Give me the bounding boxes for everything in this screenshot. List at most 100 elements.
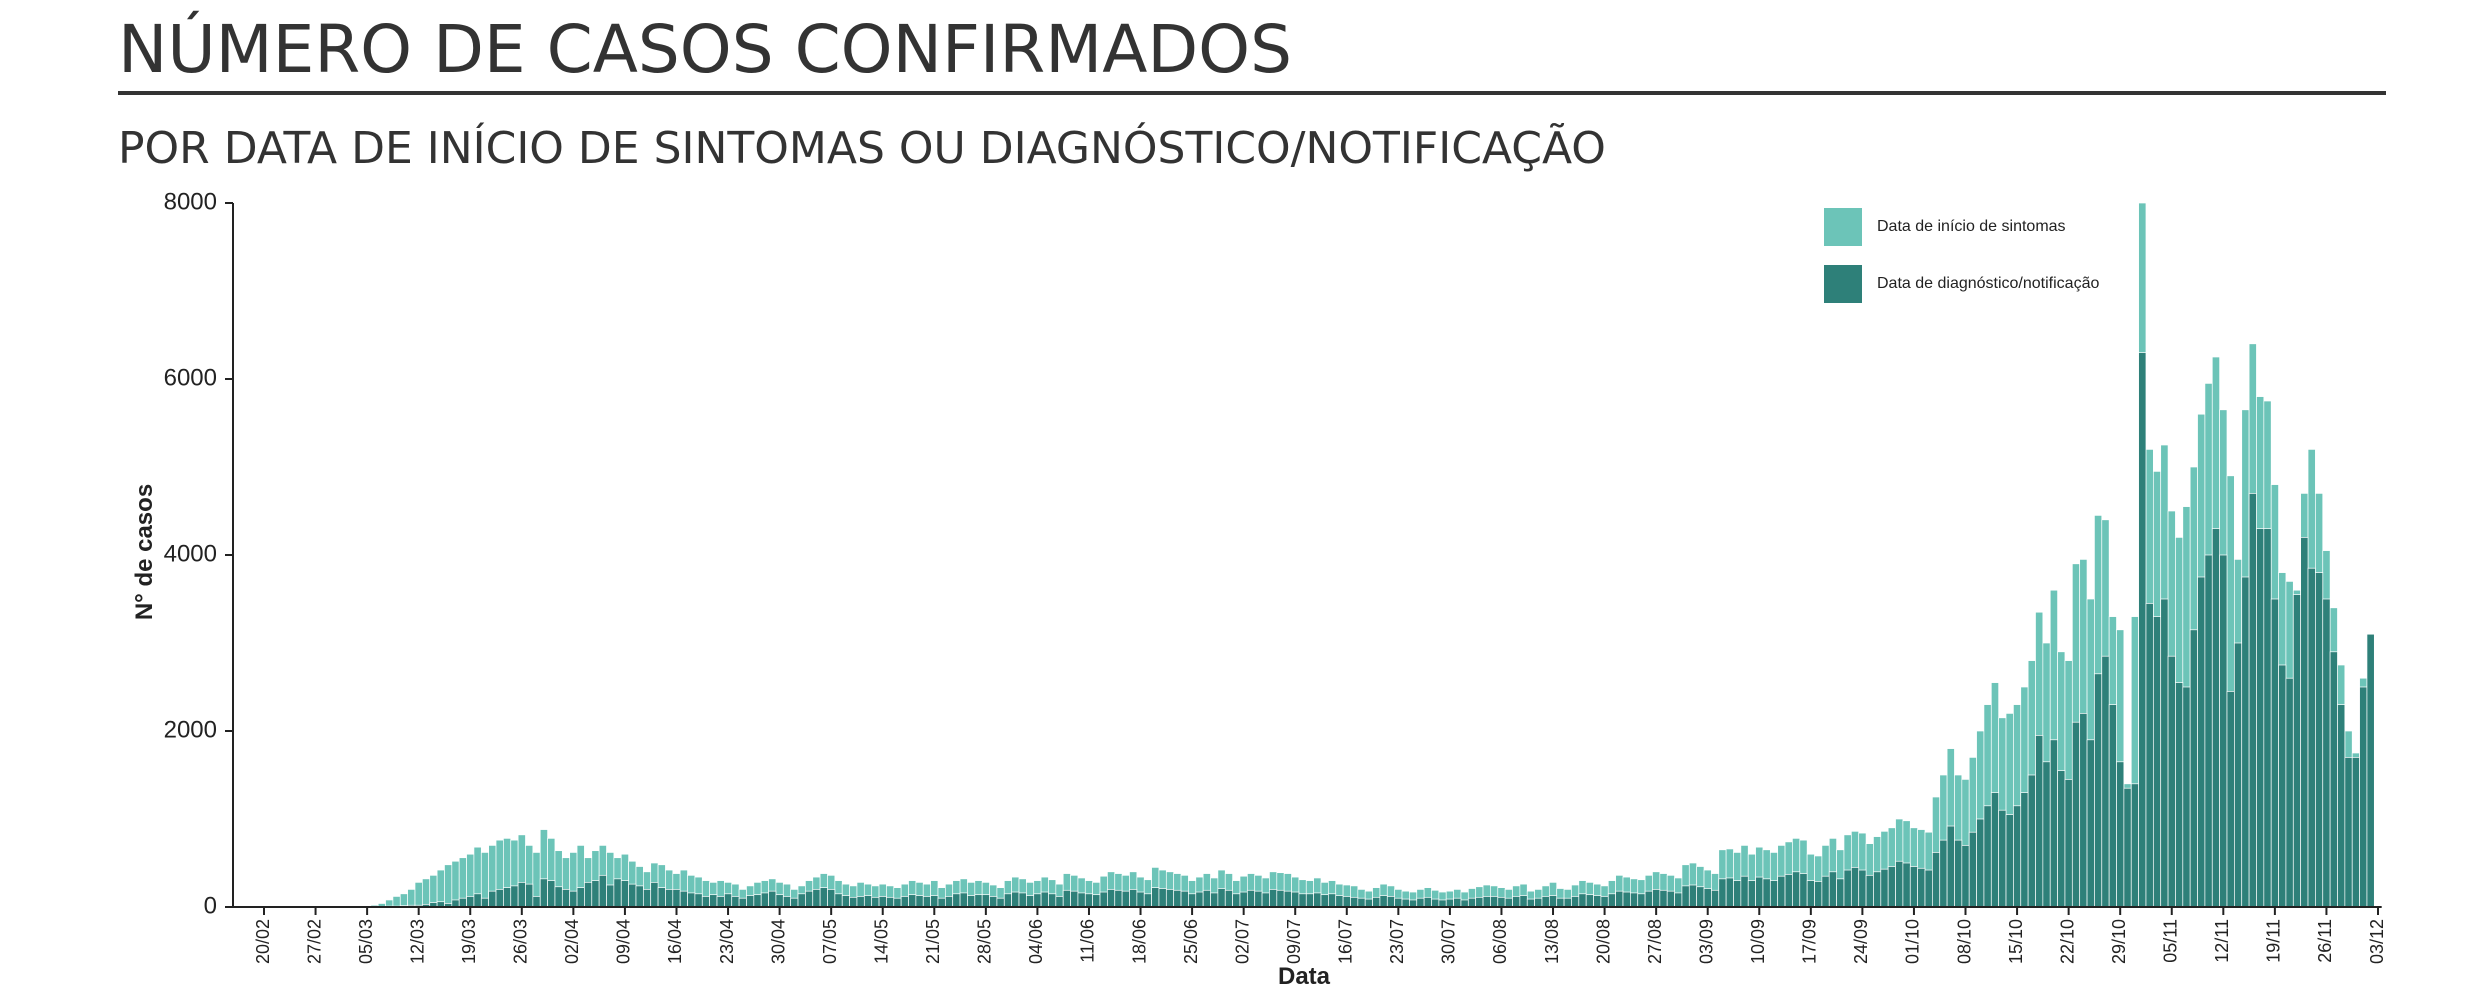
bar xyxy=(584,882,593,908)
x-tick-label: 17/09 xyxy=(1800,919,1820,964)
x-tick-label: 14/05 xyxy=(871,919,891,964)
bar xyxy=(672,889,681,908)
bar xyxy=(930,895,939,908)
x-tick-label: 16/04 xyxy=(665,919,685,964)
bar xyxy=(1836,878,1845,908)
bar xyxy=(2270,598,2279,908)
x-tick-label: 25/06 xyxy=(1181,919,1201,964)
bar xyxy=(1541,896,1550,908)
bar xyxy=(665,889,674,908)
bar xyxy=(1762,878,1771,908)
bar xyxy=(1202,889,1211,908)
bar xyxy=(503,887,512,908)
bar xyxy=(790,897,799,908)
bar xyxy=(554,886,563,908)
bar xyxy=(1961,845,1970,908)
bar xyxy=(1607,893,1616,908)
bar xyxy=(2256,528,2265,908)
bar xyxy=(1011,891,1020,908)
bar xyxy=(782,896,792,908)
bar xyxy=(1968,831,1977,908)
bar xyxy=(1173,889,1182,908)
x-tick-label: 09/07 xyxy=(1284,919,1304,964)
bar xyxy=(1151,887,1160,908)
bar xyxy=(1630,892,1639,908)
bar xyxy=(2064,779,2073,908)
bar xyxy=(1394,897,1403,908)
bar xyxy=(2204,554,2213,908)
bar xyxy=(2175,682,2184,908)
bar xyxy=(1563,897,1572,908)
bar xyxy=(849,896,858,908)
bar xyxy=(1917,867,1926,908)
bar xyxy=(2248,493,2257,908)
bar xyxy=(1932,852,1941,908)
bar xyxy=(812,889,821,908)
bar xyxy=(805,890,814,908)
bar xyxy=(1895,860,1904,908)
bar xyxy=(1386,896,1396,908)
bar xyxy=(1416,897,1425,908)
bar xyxy=(1799,873,1808,908)
bar xyxy=(996,897,1005,908)
legend-label: Data de início de sintomas xyxy=(1877,218,2066,235)
bar xyxy=(1283,890,1292,908)
x-tick-label: 11/06 xyxy=(1078,919,1098,963)
bar xyxy=(2013,805,2022,908)
bar xyxy=(1107,889,1116,908)
bar xyxy=(1195,891,1204,908)
bar xyxy=(1077,892,1086,908)
bar xyxy=(1725,877,1734,908)
bar xyxy=(1504,897,1513,908)
bar xyxy=(2094,673,2103,908)
bar xyxy=(569,890,578,908)
bar xyxy=(1092,894,1101,908)
bar xyxy=(1254,890,1263,908)
bar xyxy=(1674,892,1683,908)
x-tick-label: 22/10 xyxy=(2057,919,2077,964)
bar xyxy=(1232,893,1241,908)
bar xyxy=(495,889,504,908)
bar xyxy=(863,895,873,908)
bar xyxy=(1070,890,1079,908)
bar xyxy=(642,889,652,908)
bar xyxy=(775,894,784,908)
bar xyxy=(1158,888,1167,908)
x-tick-label: 01/10 xyxy=(1903,919,1923,964)
bar xyxy=(2035,735,2044,908)
x-tick-label: 04/06 xyxy=(1026,919,1046,964)
bar xyxy=(1445,898,1454,908)
x-tick-label: 02/07 xyxy=(1232,919,1252,964)
bar xyxy=(1210,892,1219,908)
legend-swatch xyxy=(1824,265,1862,303)
bar xyxy=(1578,893,1587,908)
bar xyxy=(1865,874,1874,908)
x-tick-label: 12/03 xyxy=(407,919,427,964)
bar xyxy=(613,878,622,908)
x-tick-label: 19/03 xyxy=(459,919,479,964)
legend-swatch xyxy=(1824,208,1862,246)
bar xyxy=(2300,537,2309,908)
bar xyxy=(1990,792,2000,908)
bar xyxy=(1850,867,1860,908)
bar xyxy=(510,885,519,908)
bar xyxy=(768,890,777,908)
x-tick-label: 24/09 xyxy=(1851,919,1871,964)
bar xyxy=(1033,893,1042,908)
bar xyxy=(451,899,460,908)
bar xyxy=(1681,885,1690,908)
bar xyxy=(871,896,880,908)
bar xyxy=(2307,567,2316,908)
bar xyxy=(2182,686,2191,908)
bar xyxy=(1696,886,1705,908)
bar xyxy=(687,892,696,908)
bar xyxy=(2219,554,2228,908)
bar xyxy=(738,897,747,908)
bar xyxy=(1364,898,1373,908)
bar xyxy=(2108,704,2117,908)
bar xyxy=(650,882,659,908)
bar xyxy=(488,890,497,908)
bar xyxy=(576,887,585,908)
bar xyxy=(2329,651,2338,908)
